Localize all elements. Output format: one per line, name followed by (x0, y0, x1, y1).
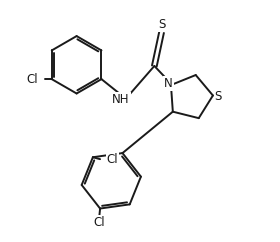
Text: S: S (214, 90, 222, 103)
Text: NH: NH (112, 93, 130, 106)
Text: S: S (158, 18, 166, 31)
Text: Cl: Cl (107, 153, 118, 166)
Text: N: N (164, 77, 173, 90)
Text: Cl: Cl (94, 216, 105, 229)
Text: Cl: Cl (27, 73, 38, 86)
